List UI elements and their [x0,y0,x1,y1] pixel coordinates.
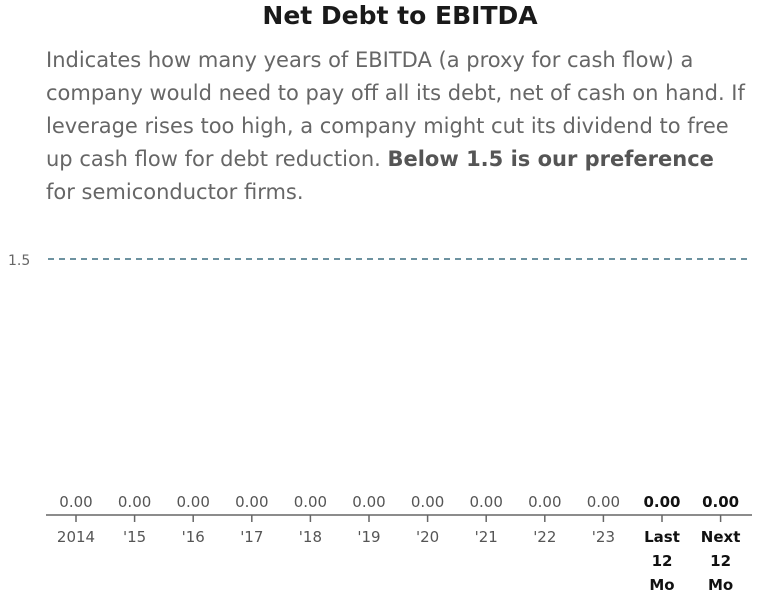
description-text-1: Indicates how many years of EBITDA (a pr… [46,48,745,171]
x-tick-label: '17 [240,528,263,546]
value-label: 0.00 [702,493,739,511]
value-label: 0.00 [294,493,327,511]
x-tick-label: '23 [592,528,615,546]
description-text-2: for semiconductor firms. [46,180,304,204]
value-label: 0.00 [352,493,385,511]
value-label: 0.00 [411,493,444,511]
x-tick-label: '16 [182,528,205,546]
x-tick-label: '22 [533,528,556,546]
description-bold-text: Below 1.5 is our preference [387,147,714,171]
x-tick-label: '21 [475,528,498,546]
ticks-group [75,515,722,522]
chart-title: Net Debt to EBITDA [262,1,538,30]
tick-labels-group: 2014 '15 '16 '17 '18 '19 '20 '21 '22 '23 Last 12 Mo N… [57,528,740,594]
chart-description: Indicates how many years of EBITDA (a pr… [46,44,746,209]
value-label: 0.00 [469,493,502,511]
x-tick-label: 2014 [57,528,95,546]
value-label: 0.00 [235,493,268,511]
value-label: 0.00 [587,493,620,511]
x-tick-label: '18 [299,528,322,546]
value-label: 0.00 [643,493,680,511]
x-tick-label: '19 [357,528,380,546]
x-tick-label: '20 [416,528,439,546]
x-tick-label: '15 [123,528,146,546]
value-label: 0.00 [59,493,92,511]
x-tick-label: Last 12 Mo [644,528,680,594]
value-label: 0.00 [528,493,561,511]
value-label: 0.00 [118,493,151,511]
x-tick-label: Next 12 Mo [701,528,741,594]
value-labels-group: 0.00 0.00 0.00 0.00 0.00 0.00 0.00 0.00 0.00 0.00… [59,493,739,511]
value-label: 0.00 [176,493,209,511]
reference-line-label: 1.5 [8,253,30,269]
